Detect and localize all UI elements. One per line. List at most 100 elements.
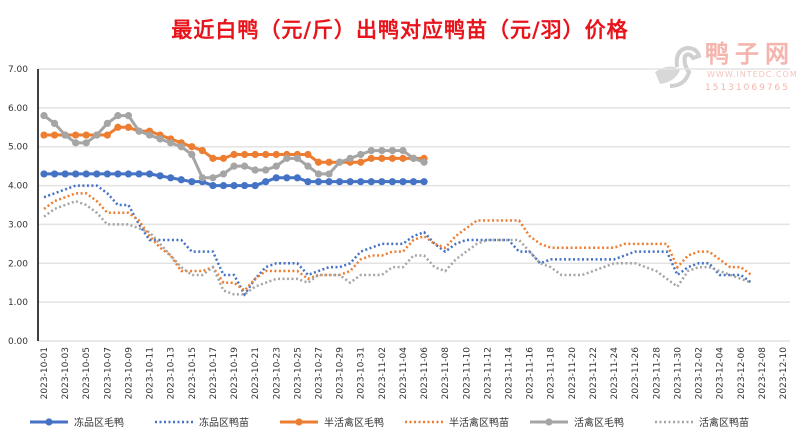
series-line-1: [43, 184, 753, 297]
x-tick-label: 2023-11-12: [483, 347, 493, 399]
x-tick-label: 2023-10-27: [314, 347, 324, 399]
x-tick-label: 2023-10-31: [357, 347, 367, 399]
data-point: [177, 176, 185, 184]
data-point: [272, 174, 280, 182]
y-tick-label: 4.00: [8, 182, 28, 192]
x-tick-label: 2023-12-04: [716, 347, 726, 400]
data-point: [209, 181, 217, 190]
x-tick-label: 2023-11-28: [652, 347, 662, 400]
logo-phone: 15131069765: [705, 83, 790, 93]
data-point: [283, 154, 291, 162]
legend-label: 活禽区毛鸭: [574, 416, 624, 429]
data-point: [230, 181, 238, 190]
data-point: [304, 178, 312, 186]
data-point: [420, 178, 428, 186]
data-point: [61, 170, 69, 178]
data-point: [346, 154, 354, 162]
legend-label: 冻品区毛鸭: [74, 416, 124, 429]
data-point: [135, 127, 143, 135]
data-point: [114, 112, 122, 120]
data-point: [72, 139, 80, 147]
y-tick-label: 5.00: [8, 143, 28, 153]
x-tick-label: 2023-10-03: [61, 347, 71, 399]
x-tick-label: 2023-10-13: [167, 347, 177, 399]
data-point: [378, 154, 386, 162]
x-tick-label: 2023-11-08: [441, 347, 451, 400]
x-tick-label: 2023-12-08: [758, 347, 768, 400]
y-tick-label: 2.00: [8, 259, 28, 269]
x-tick-label: 2023-10-25: [293, 347, 303, 399]
data-point: [156, 135, 164, 143]
data-point: [177, 143, 185, 151]
x-tick-label: 2023-10-05: [82, 347, 92, 399]
data-point: [346, 178, 354, 186]
data-point: [198, 147, 206, 155]
data-point: [240, 150, 249, 159]
data-point: [209, 174, 217, 182]
chart-title: 最近白鸭（元/斤）出鸭对应鸭苗（元/羽）价格: [171, 18, 629, 42]
x-tick-label: 2023-11-24: [610, 347, 620, 400]
data-point: [124, 170, 133, 178]
data-point: [230, 162, 238, 170]
x-tick-label: 2023-12-06: [737, 347, 747, 400]
data-point: [114, 123, 122, 131]
data-point: [40, 112, 48, 120]
data-point: [103, 119, 111, 127]
data-point: [325, 158, 333, 166]
x-tick-label: 2023-11-30: [673, 347, 683, 400]
y-tick-label: 3.00: [8, 220, 28, 230]
x-tick-label: 2023-11-16: [526, 347, 536, 400]
data-point: [336, 158, 344, 166]
data-point: [325, 178, 333, 186]
data-point: [262, 150, 270, 159]
x-tick-label: 2023-11-06: [420, 347, 430, 400]
x-tick-label: 2023-10-09: [124, 347, 134, 400]
data-point: [399, 154, 407, 162]
legend-label: 半活禽区鸭苗: [449, 416, 509, 429]
x-tick-label: 2023-10-29: [336, 347, 346, 400]
data-point: [399, 178, 407, 186]
data-point: [219, 181, 228, 190]
data-point: [388, 178, 396, 186]
data-point: [314, 158, 323, 166]
data-point: [336, 178, 344, 186]
data-point: [272, 162, 280, 170]
duck-logo-icon: [655, 45, 702, 88]
y-tick-label: 1.00: [8, 298, 28, 308]
legend-label: 半活禽区毛鸭: [324, 416, 384, 429]
data-point: [82, 170, 90, 178]
data-point: [314, 170, 323, 178]
data-point: [357, 150, 365, 159]
data-point: [378, 178, 386, 186]
data-point: [50, 170, 59, 178]
x-tick-label: 2023-11-26: [631, 347, 641, 400]
data-point: [82, 131, 90, 139]
x-tick-label: 2023-11-22: [589, 347, 599, 399]
data-point: [314, 178, 323, 186]
data-point: [325, 170, 333, 178]
data-point: [272, 150, 280, 159]
x-tick-label: 2023-12-02: [695, 347, 705, 399]
data-point: [103, 131, 111, 139]
data-point: [50, 131, 59, 139]
data-point: [167, 174, 175, 182]
series-line-5: [43, 199, 752, 296]
data-point: [367, 154, 375, 162]
data-point: [293, 154, 301, 162]
data-point: [50, 119, 59, 127]
x-tick-label: 2023-11-02: [378, 347, 388, 399]
data-point: [156, 172, 164, 180]
x-tick-label: 2023-11-20: [568, 347, 578, 400]
data-point: [357, 178, 365, 186]
y-tick-label: 6.00: [8, 104, 28, 114]
data-point: [420, 158, 428, 166]
data-point: [251, 166, 259, 174]
data-point: [367, 147, 375, 155]
data-point: [82, 139, 90, 147]
data-point: [262, 178, 270, 186]
data-point: [40, 131, 48, 139]
x-tick-label: 2023-10-11: [146, 347, 156, 399]
series-line-3: [43, 192, 753, 293]
x-tick-label: 2023-10-23: [272, 347, 282, 399]
